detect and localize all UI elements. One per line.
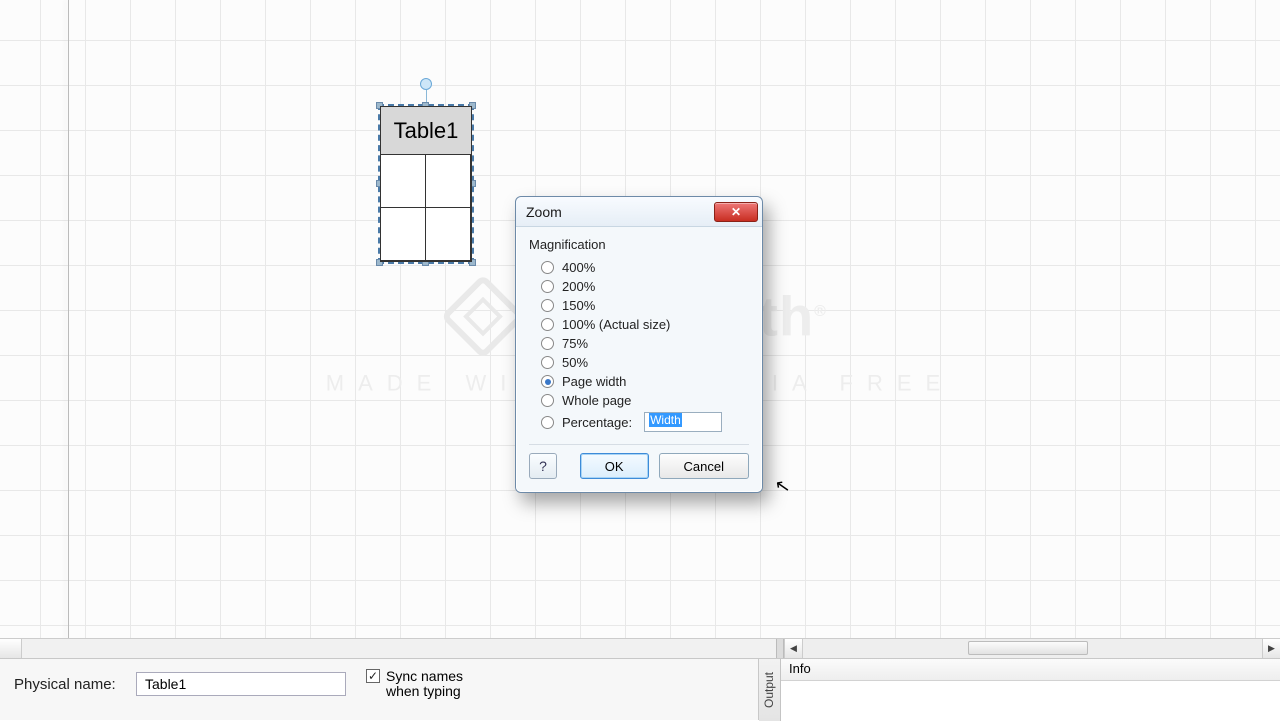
scroll-track[interactable] [802,639,1262,658]
radio-75[interactable]: 75% [529,334,749,353]
table-shape: Table1 [380,106,472,262]
radio-label: 50% [562,355,588,370]
radio-150[interactable]: 150% [529,296,749,315]
ok-button[interactable]: OK [580,453,649,479]
dialog-titlebar[interactable]: Zoom ✕ [516,197,762,227]
radio-label: 400% [562,260,595,275]
radio-icon [541,356,554,369]
close-icon: ✕ [731,205,741,219]
scroll-right-icon[interactable]: ▶ [1262,639,1280,658]
close-button[interactable]: ✕ [714,202,758,222]
radio-icon [541,337,554,350]
page-edge [68,0,69,640]
radio-label: 150% [562,298,595,313]
percentage-value: Width [649,413,682,427]
radio-icon [541,299,554,312]
radio-page-width[interactable]: Page width [529,372,749,391]
techsmith-logo-icon [441,274,526,359]
radio-label: Whole page [562,393,631,408]
percentage-input[interactable]: Width [644,412,722,432]
table-cell [425,207,471,261]
radio-icon [541,416,554,429]
radio-icon [541,394,554,407]
table-title: Table1 [381,107,471,155]
radio-50[interactable]: 50% [529,353,749,372]
output-panel: Output Info [758,658,1280,720]
radio-200[interactable]: 200% [529,277,749,296]
dialog-title: Zoom [526,204,714,220]
rotate-handle[interactable] [420,78,432,90]
radio-icon [541,261,554,274]
magnification-label: Magnification [529,237,749,252]
radio-whole-page[interactable]: Whole page [529,391,749,410]
radio-label: 100% (Actual size) [562,317,670,332]
table-cell [425,154,471,208]
radio-label: 75% [562,336,588,351]
output-header: Info [781,659,1280,681]
table-cell [380,207,426,261]
radio-percentage[interactable]: Percentage: Width [529,410,749,434]
scroll-left-icon[interactable]: ◀ [784,639,802,658]
scroll-thumb[interactable] [968,641,1088,655]
grid-canvas[interactable]: TechSmith® MADE WITH CAMTASIA FREE TRIAL… [0,0,1280,720]
output-tab[interactable]: Output [759,659,781,721]
radio-label: Page width [562,374,626,389]
help-icon: ? [539,458,547,474]
radio-icon [541,318,554,331]
radio-400[interactable]: 400% [529,258,749,277]
properties-panel: Physical name: ✓ Sync names when typing [0,658,758,720]
sync-line2: when typing [386,683,461,699]
cancel-button[interactable]: Cancel [659,453,749,479]
physical-name-label: Physical name: [14,676,124,693]
output-tab-label: Output [763,672,777,708]
sync-line1: Sync names [386,668,463,684]
pane-splitter[interactable] [776,639,784,658]
horizontal-scrollbar[interactable]: ◀ ▶ [0,638,1280,658]
table-object[interactable]: Table1 [378,104,474,264]
zoom-dialog: Zoom ✕ Magnification 400% 200% 150% 100%… [515,196,763,493]
cursor-icon: ↖ [773,475,792,498]
sheet-tab-icon[interactable] [0,639,22,658]
table-cell [380,154,426,208]
sync-names-label: Sync names when typing [386,669,463,699]
sync-names-checkbox[interactable]: ✓ [366,669,380,683]
radio-label: Percentage: [562,415,632,430]
radio-label: 200% [562,279,595,294]
radio-icon [541,375,554,388]
radio-icon [541,280,554,293]
radio-100[interactable]: 100% (Actual size) [529,315,749,334]
dialog-separator [529,444,749,445]
physical-name-input[interactable] [136,672,346,696]
help-button[interactable]: ? [529,453,557,479]
